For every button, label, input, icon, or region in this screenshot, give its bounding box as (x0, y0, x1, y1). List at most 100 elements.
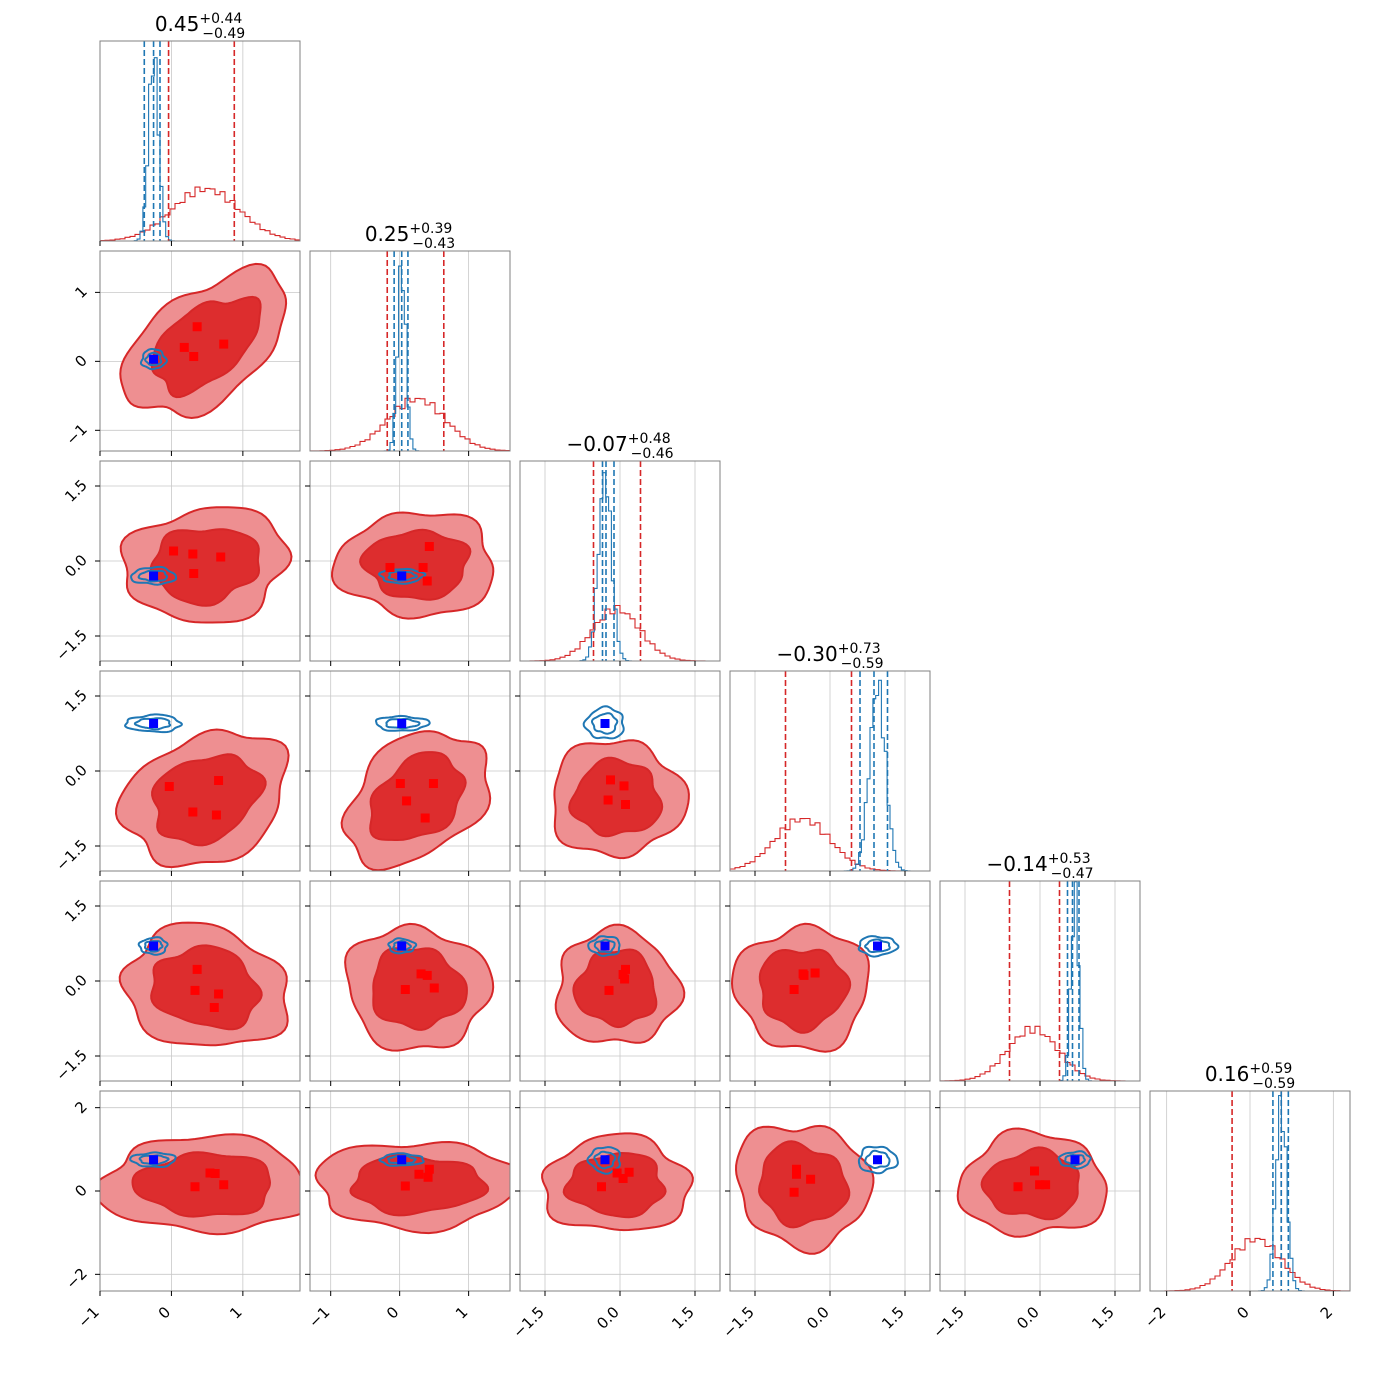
blue-histogram (100, 57, 300, 241)
red-marker (219, 1180, 229, 1190)
panel-content (118, 921, 289, 1047)
red-marker (429, 983, 439, 993)
red-histogram (520, 604, 720, 661)
red-contour-inner (758, 1140, 851, 1229)
red-marker (806, 1174, 816, 1184)
panel-frame (99, 40, 301, 242)
y-tick-label: 2 (71, 1098, 90, 1117)
red-marker (810, 968, 820, 978)
red-marker (792, 1169, 801, 1179)
panel-frame (99, 250, 301, 452)
y-tick-label: 0.0 (61, 761, 91, 791)
panel-content (100, 1133, 300, 1236)
red-contour-inner (150, 295, 262, 399)
red-marker (205, 1168, 215, 1178)
title-value: 0.45 (155, 12, 200, 36)
panel-4-2 (515, 880, 721, 1086)
red-marker (214, 989, 224, 999)
red-marker (792, 1164, 801, 1174)
panel-3-1 (305, 670, 511, 876)
red-marker (164, 782, 174, 791)
panel-2-2: −0.07+0.48 −0.46 (519, 431, 721, 666)
panel-4-3 (725, 880, 931, 1086)
panel-0-0: 0.45+0.44 −0.49 (99, 11, 301, 246)
title-plus-error: +0.44 (199, 11, 242, 27)
panel-content (340, 714, 492, 871)
y-tick-label: 0.0 (61, 551, 91, 581)
red-marker (189, 569, 199, 578)
blue-contour-inner (144, 351, 163, 367)
red-marker (422, 576, 432, 586)
red-marker (414, 1169, 424, 1179)
blue-contour-outer (857, 935, 900, 958)
blue-marker (873, 1155, 882, 1165)
blue-marker (600, 719, 610, 728)
title-plus-error: +0.53 (1048, 851, 1091, 867)
blue-marker (149, 1155, 159, 1165)
red-marker (1035, 1180, 1045, 1190)
red-marker (416, 969, 426, 979)
red-contour-inner (572, 948, 658, 1029)
x-tick-label: 1 (226, 1303, 245, 1322)
red-marker (210, 1169, 220, 1178)
red-marker (188, 807, 198, 817)
panel-4-1 (305, 880, 511, 1086)
panel-content (1150, 1091, 1350, 1291)
x-tick-label: 0.0 (803, 1303, 833, 1333)
blue-marker (149, 571, 159, 581)
panel-content (100, 41, 300, 241)
panel-content (330, 511, 495, 620)
red-marker (612, 1168, 622, 1178)
red-contour-inner (369, 751, 467, 841)
red-contour-inner (758, 948, 852, 1034)
panel-3-2 (515, 670, 721, 876)
panel-content (114, 713, 290, 869)
red-contour-inner (568, 756, 664, 838)
panel-content (730, 671, 930, 871)
blue-contour-inner (385, 717, 421, 730)
panel-5-5: 0.16+0.59 −0.59 −2 0 2 (1141, 1061, 1351, 1331)
y-tick-label: −2 (62, 1264, 90, 1292)
title-plus-error: +0.59 (1249, 1061, 1292, 1077)
red-contour-inner (150, 944, 263, 1031)
title-value: −0.07 (566, 432, 627, 456)
x-tick-label: 1.5 (878, 1303, 908, 1333)
red-contour-inner (131, 1151, 272, 1218)
panel-3-0: −1.5 0.0 1.5 (52, 670, 301, 876)
param-title-3: −0.30+0.73 −0.59 (776, 641, 883, 672)
panel-5-4: −1.5 0.0 1.5 (929, 1090, 1141, 1342)
panel-4-4: −0.14+0.53 −0.47 (939, 851, 1141, 1086)
title-value: 0.16 (1205, 1062, 1250, 1086)
blue-contour-inner (133, 717, 172, 731)
blue-contour-outer (129, 1151, 177, 1168)
title-minus-error: −0.59 (841, 656, 884, 672)
red-contour-inner (980, 1146, 1080, 1221)
red-marker (395, 779, 405, 788)
panel-content (344, 922, 495, 1052)
panel-5-0: −2 0 2 −1 0 1 (62, 1090, 301, 1331)
panel-frame (309, 250, 511, 452)
panel-5-3: −1.5 0.0 1.5 (719, 1090, 931, 1342)
title-minus-error: −0.59 (1252, 1076, 1295, 1092)
red-marker (620, 974, 630, 984)
x-tick-label: 0 (383, 1303, 402, 1322)
panel-4-0: −1.5 0.0 1.5 (52, 880, 301, 1086)
blue-histogram (310, 265, 510, 451)
red-histogram (940, 1025, 1140, 1081)
red-marker (619, 781, 629, 791)
x-tick-label: 0 (155, 1303, 174, 1322)
blue-contour-inner (387, 1154, 417, 1165)
red-marker (621, 800, 630, 809)
panel-2-1 (305, 460, 511, 666)
blue-marker (397, 1155, 407, 1165)
panel-content (541, 1132, 694, 1232)
red-marker (219, 339, 229, 349)
panel-5-2: −1.5 0.0 1.5 (509, 1090, 721, 1342)
blue-marker (149, 719, 159, 728)
x-tick-label: 1.5 (1088, 1303, 1118, 1333)
x-tick-label: 0 (1233, 1303, 1252, 1322)
title-plus-error: +0.73 (838, 641, 881, 657)
blue-contour-inner (144, 940, 164, 953)
title-minus-error: −0.47 (1051, 866, 1094, 882)
